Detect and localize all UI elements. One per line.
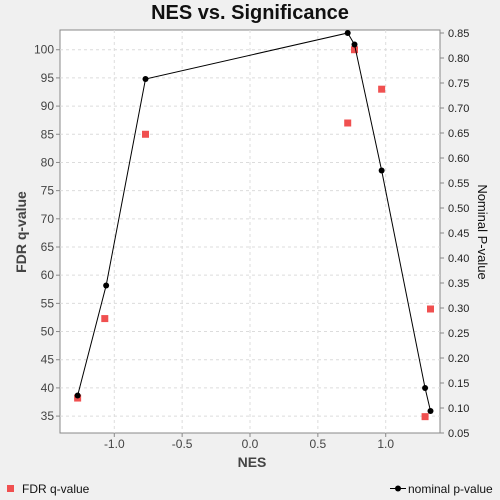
y2-axis-title: Nominal P-value: [475, 184, 490, 279]
y-tick-label: 45: [41, 353, 55, 367]
y2-tick-label: 0.80: [448, 53, 469, 65]
y-tick-label: 85: [41, 127, 55, 141]
y-tick-label: 60: [41, 268, 55, 282]
fdr-point: [378, 85, 386, 93]
y-tick-label: 100: [34, 43, 54, 57]
y-tick-label: 35: [41, 409, 55, 423]
fdr-point: [427, 305, 434, 313]
y-tick-label: 75: [41, 184, 55, 198]
y2-tick-label: 0.15: [448, 378, 469, 390]
y2-tick-label: 0.60: [448, 153, 469, 165]
y2-tick-label: 0.50: [448, 203, 469, 215]
y2-tick-label: 0.10: [448, 403, 469, 415]
y2-tick-label: 0.40: [448, 253, 469, 265]
y2-tick-label: 0.65: [448, 128, 469, 140]
chart-title: NES vs. Significance: [151, 2, 349, 24]
legend-fdr-label: FDR q-value: [22, 482, 90, 496]
p-value-point: [142, 76, 149, 82]
grid-lines: [60, 30, 440, 433]
y2-tick-label: 0.25: [448, 328, 469, 340]
fdr-point: [101, 315, 109, 323]
y2-tick-label: 0.55: [448, 178, 469, 190]
y2-tick-label: 0.20: [448, 353, 469, 365]
y-tick-label: 40: [41, 381, 55, 395]
fdr-point: [344, 119, 352, 127]
p-value-line: [77, 32, 431, 412]
y-tick-label: 70: [41, 212, 55, 226]
p-value-point: [344, 30, 351, 36]
y2-tick-label: 0.85: [448, 28, 469, 40]
y2-tick-label: 0.45: [448, 228, 469, 240]
y-tick-label: 65: [41, 240, 55, 254]
axis-ticks: -1.0 -0.5 0.0 0.5 1.0 35 40 45 50 55 60 65 70 75 80 85 9…: [34, 28, 469, 451]
y2-tick-label: 0.35: [448, 278, 469, 290]
x-tick-label: 0.0: [242, 437, 259, 451]
x-tick-label: -0.5: [172, 437, 193, 451]
y-tick-label: 80: [41, 155, 55, 169]
x-tick-label: -1.0: [104, 437, 125, 451]
x-tick-label: 0.5: [310, 437, 327, 451]
y2-tick-label: 0.05: [448, 428, 469, 440]
y-tick-label: 90: [41, 99, 55, 113]
p-value-point: [427, 408, 434, 414]
p-value-point: [351, 41, 358, 48]
x-axis-title: NES: [238, 454, 267, 470]
legend-p-dot: [395, 485, 401, 492]
y2-tick-label: 0.30: [448, 303, 469, 315]
p-value-point: [103, 282, 110, 289]
fdr-point: [142, 130, 149, 138]
p-value-point: [74, 392, 81, 399]
y-axis-title: FDR q-value: [13, 191, 29, 273]
y-tick-label: 55: [41, 296, 55, 310]
y2-tick-label: 0.75: [448, 78, 469, 90]
fdr-point: [421, 413, 429, 421]
y2-tick-label: 0.70: [448, 103, 469, 115]
p-value-point: [378, 167, 385, 174]
legend: FDR q-value nominal p-value: [7, 482, 493, 496]
legend-p-label: nominal p-value: [408, 482, 493, 496]
legend-fdr-swatch: [7, 485, 14, 492]
y-tick-label: 95: [41, 71, 55, 85]
data-series: [74, 30, 434, 421]
fdr-point: [351, 46, 358, 54]
p-value-point: [422, 385, 429, 391]
x-tick-label: 1.0: [377, 437, 394, 451]
y-tick-label: 50: [41, 325, 55, 339]
